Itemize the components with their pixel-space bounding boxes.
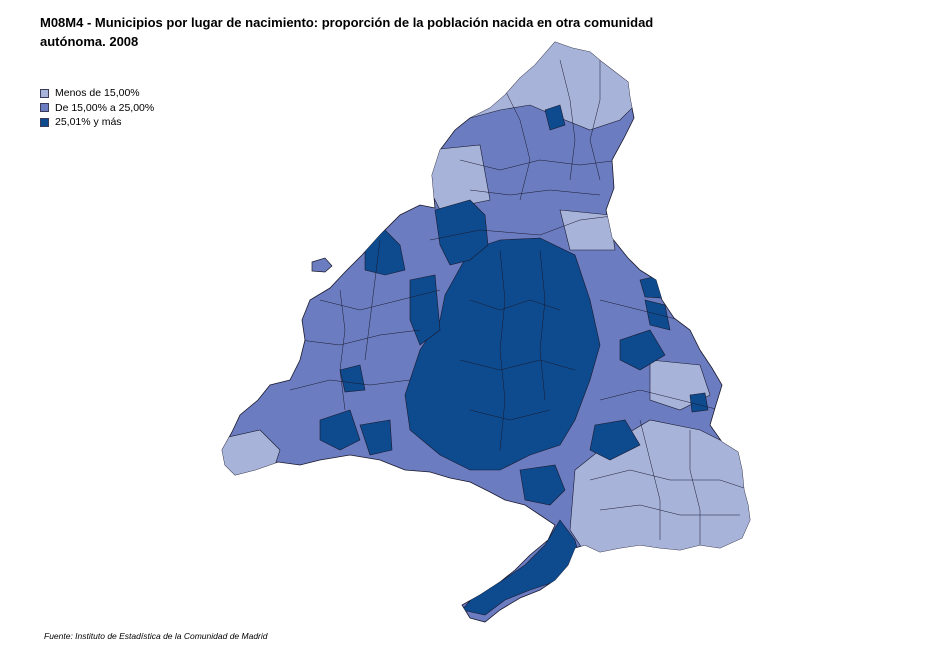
legend-item-high: 25,01% y más [40,115,154,130]
area-north-dark [434,199,489,266]
map-legend: Menos de 15,00% De 15,00% a 25,00% 25,01… [40,86,154,130]
area-southeast-dark [461,519,581,616]
legend-swatch-high [40,117,49,127]
municipal-boundaries [289,59,750,545]
area-west-dark-2 [339,364,366,393]
legend-label-mid: De 15,00% a 25,00% [55,101,155,114]
area-south-dark [519,464,566,506]
legend-item-low: Menos de 15,00% [40,86,154,101]
area-east-dark-1 [619,329,666,371]
legend-label-high: 25,01% y más [55,116,122,129]
area-northwest-dark [364,229,406,276]
legend-label-low: Menos de 15,00% [55,87,140,100]
legend-item-mid: De 15,00% a 25,00% [40,101,154,116]
legend-swatch-low [40,88,49,98]
area-west-strip-dark [409,274,441,346]
legend-swatch-mid [40,103,49,113]
area-southwest-dark [319,409,361,451]
area-south-central-dark [589,419,641,461]
exclave-small [311,257,333,273]
area-east-dark-2 [644,299,671,331]
area-west-dark [359,419,393,456]
area-northeast-light [559,209,616,251]
area-small-dark-north [544,104,566,131]
map-title: M08M4 - Municipios por lugar de nacimien… [40,15,654,49]
area-small-dark-east [689,392,709,413]
municipality-areas [222,42,750,616]
map-source: Fuente: Instituto de Estadística de la C… [44,631,268,641]
area-central-dark [404,237,601,471]
